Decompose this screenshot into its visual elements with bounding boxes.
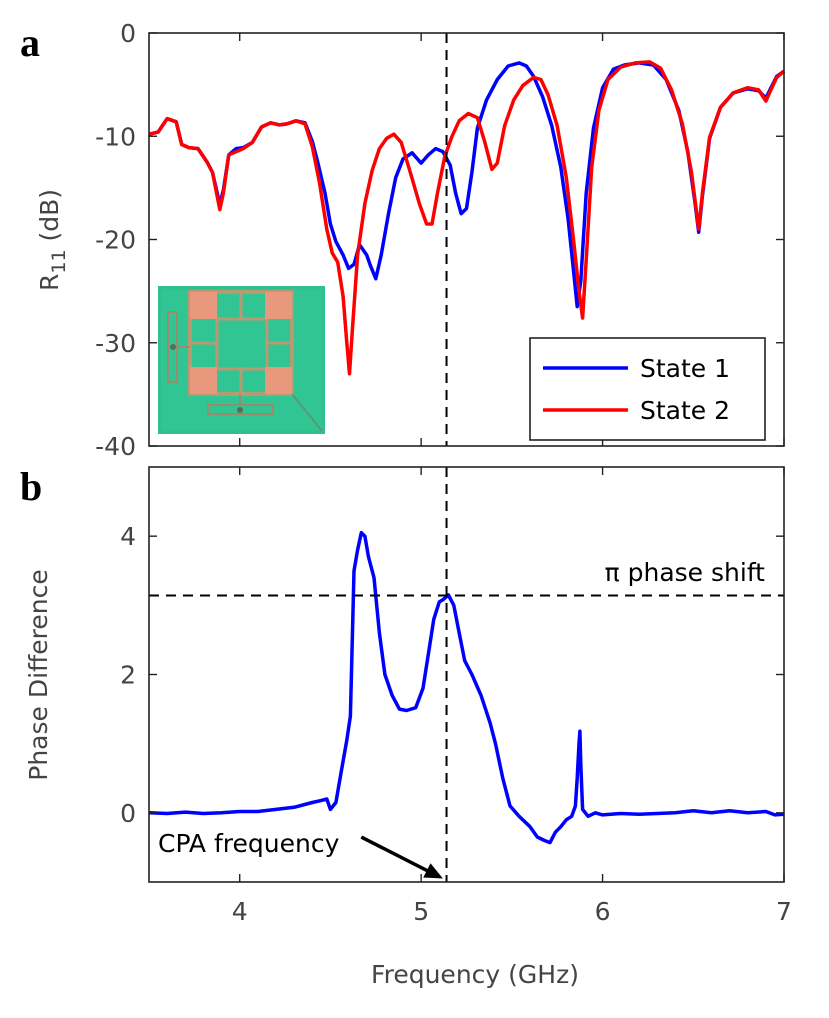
panel-b: 0 2 4 4 5 6 7 π phase shift CPA frequency Phas… — [24, 466, 792, 989]
panel-b-frame — [148, 466, 785, 883]
panel-b-ticks: 0 2 4 4 5 6 7 — [120, 467, 792, 926]
panel-a-ticks: 0 -10 -20 -30 -40 — [95, 19, 785, 461]
legend-label-state-2: State 2 — [640, 396, 730, 425]
panel-a-ytick-label: -10 — [95, 122, 136, 151]
panel-a-ytick-label: 0 — [120, 19, 136, 48]
panel-a-frame — [148, 32, 785, 447]
metasurface-inset-photo — [158, 286, 325, 434]
panel-b-ylabel: Phase Difference — [24, 569, 53, 780]
x-tick-label: 7 — [776, 897, 792, 926]
x-tick-label: 5 — [413, 897, 429, 926]
panel-b-series-1 — [148, 530, 785, 845]
pi-phase-shift-label: π phase shift — [605, 558, 766, 587]
panel-b-ytick-label: 4 — [120, 522, 136, 551]
panel-a: 0 -10 -20 -30 -40 R11 (dB) — [35, 19, 786, 461]
legend: State 1 State 2 — [529, 337, 766, 441]
panel-a-ylabel: R11 (dB) — [35, 189, 70, 291]
panel-a-ylabel-unit: (dB) — [35, 189, 64, 249]
panel-b-ytick-label: 0 — [120, 799, 136, 828]
panel-a-series-state-2 — [148, 60, 786, 376]
x-tick-label: 6 — [595, 897, 611, 926]
panel-a-series-state-1 — [148, 61, 786, 309]
panel-a-ylabel-base: R — [35, 274, 64, 291]
cpa-frequency-label: CPA frequency — [158, 829, 340, 858]
panel-a-ytick-label: -20 — [95, 226, 136, 255]
cpa-frequency-arrow — [360, 835, 443, 879]
x-axis-label: Frequency (GHz) — [371, 960, 579, 989]
legend-label-state-1: State 1 — [640, 354, 730, 383]
panel-b-ytick-label: 2 — [120, 661, 136, 690]
cpa-arrow-shaft — [360, 835, 434, 876]
cpa-arrow-head — [423, 863, 443, 879]
x-tick-label: 4 — [232, 897, 248, 926]
panel-a-ytick-label: -40 — [95, 432, 136, 461]
panel-label-a: a — [20, 20, 40, 65]
panel-b-series — [148, 530, 785, 845]
panel-a-ylabel-sub: 11 — [48, 249, 70, 273]
panel-a-series — [148, 60, 786, 376]
panel-a-ytick-label: -30 — [95, 329, 136, 358]
panel-label-b: b — [20, 464, 42, 509]
